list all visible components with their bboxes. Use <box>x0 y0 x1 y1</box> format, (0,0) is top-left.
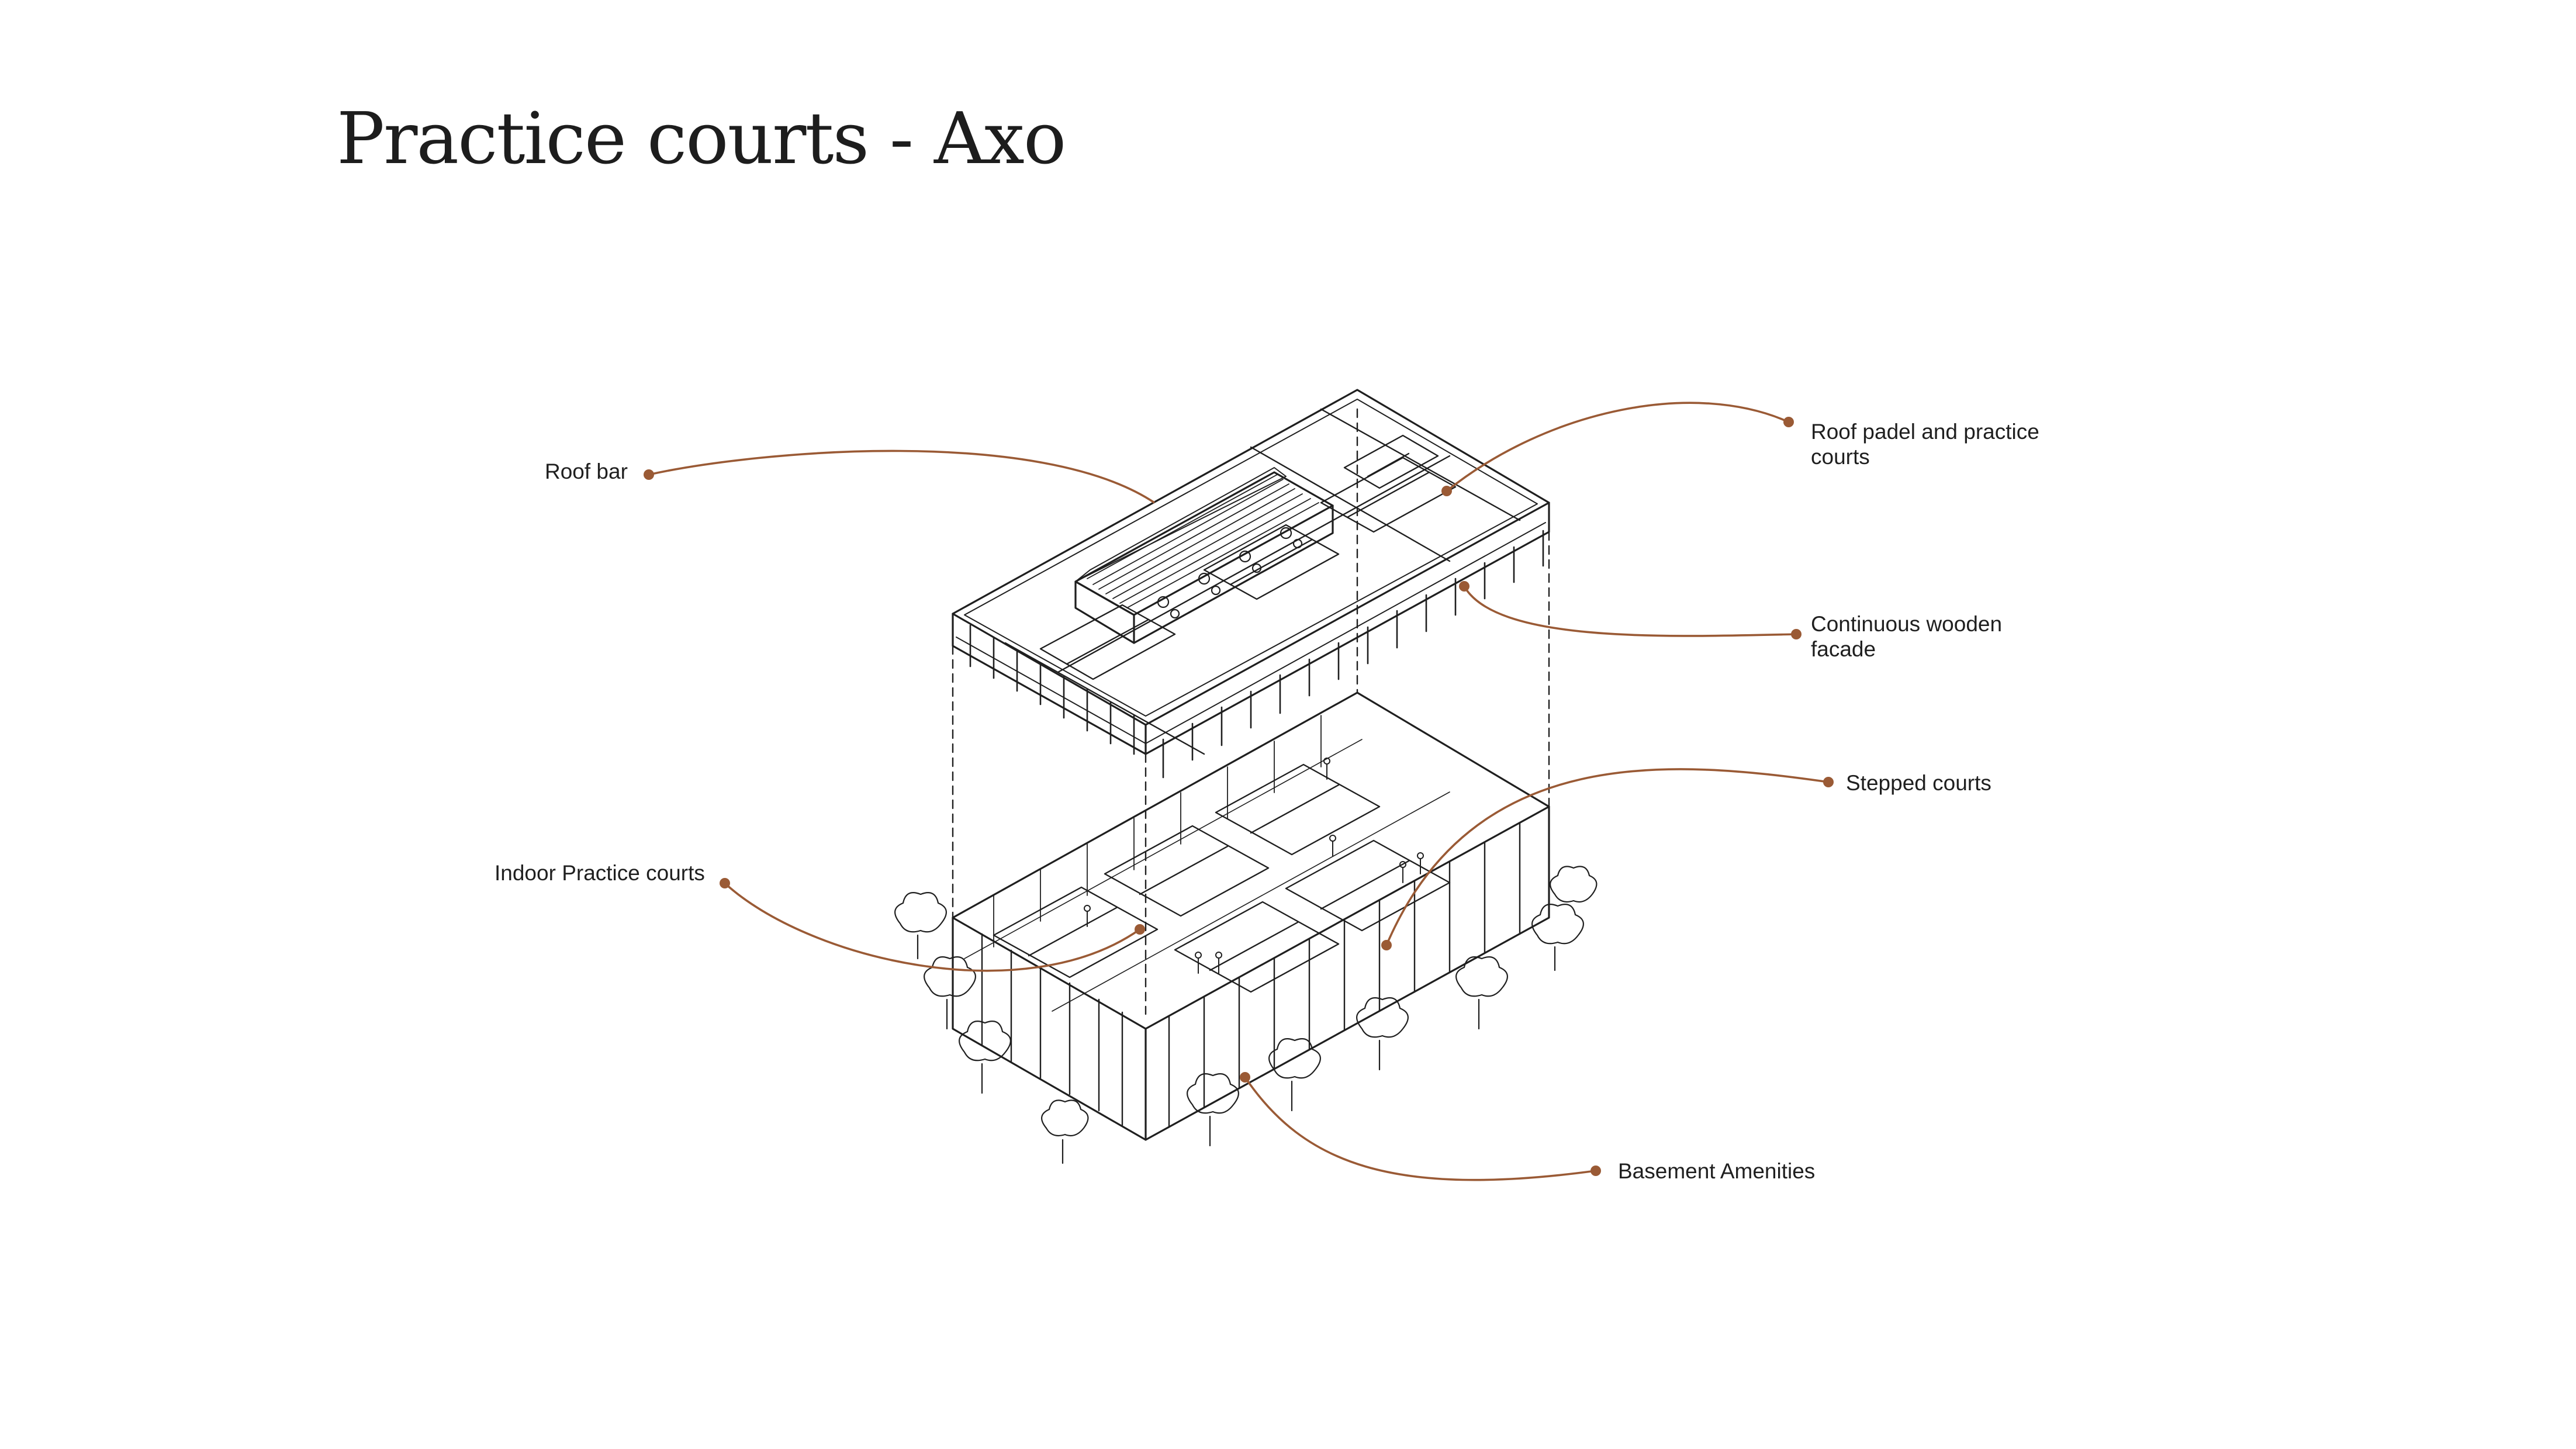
leader-stepped-courts <box>1385 768 1829 946</box>
dot-indoor-practice <box>720 878 730 888</box>
roof-courts <box>1004 408 1521 755</box>
trees <box>894 866 1598 1164</box>
callout-leaders <box>648 402 1829 1181</box>
ground-level <box>952 691 1550 1141</box>
leader-roof-bar <box>648 449 1155 504</box>
indoor-courts <box>964 739 1451 1012</box>
roof-facade-fins <box>969 530 1544 779</box>
roof-skirt-right <box>1144 502 1550 755</box>
label-indoor-practice: Indoor Practice courts <box>495 861 705 885</box>
dot-stepped-courts-pin <box>1381 940 1392 950</box>
building-front-left <box>952 917 1147 1141</box>
dot-roof-padel-pin <box>1441 486 1452 496</box>
dot-wooden-facade <box>1791 629 1802 639</box>
label-roof-bar: Roof bar <box>545 459 628 483</box>
dot-stepped-courts <box>1823 777 1834 787</box>
leader-basement <box>1244 1076 1596 1181</box>
dot-basement <box>1590 1166 1601 1176</box>
roof-bar-pavilion <box>1074 467 1334 644</box>
dot-roof-padel <box>1783 417 1794 427</box>
label-roof-padel: Roof padel and practice courts <box>1811 420 2039 469</box>
label-wooden-facade: Continuous wooden facade <box>1811 612 2003 661</box>
roof-level <box>952 389 1550 779</box>
people-figures <box>1084 758 1424 974</box>
building-top-outline <box>952 691 1550 1030</box>
roof-skirt-left <box>952 613 1147 755</box>
label-stepped-courts: Stepped courts <box>1846 771 1991 795</box>
building-sketch <box>894 389 1598 1164</box>
dot-indoor-practice-pin <box>1135 924 1145 935</box>
dot-roof-bar <box>644 469 654 480</box>
roof-inner-edge <box>964 399 1538 717</box>
leader-indoor-practice <box>724 882 1141 972</box>
callout-dots <box>644 417 1834 1176</box>
leader-wooden-facade <box>1463 586 1797 637</box>
building-front-right <box>1144 805 1550 1141</box>
page-title: Practice courts - Axo <box>337 97 1066 180</box>
leader-roof-padel <box>1446 402 1789 492</box>
roof-outline <box>952 389 1550 726</box>
dot-wooden-facade-pin <box>1459 581 1469 592</box>
explode-guides <box>952 408 1550 1015</box>
dot-basement-pin <box>1240 1072 1250 1083</box>
label-basement: Basement Amenities <box>1618 1159 1816 1183</box>
